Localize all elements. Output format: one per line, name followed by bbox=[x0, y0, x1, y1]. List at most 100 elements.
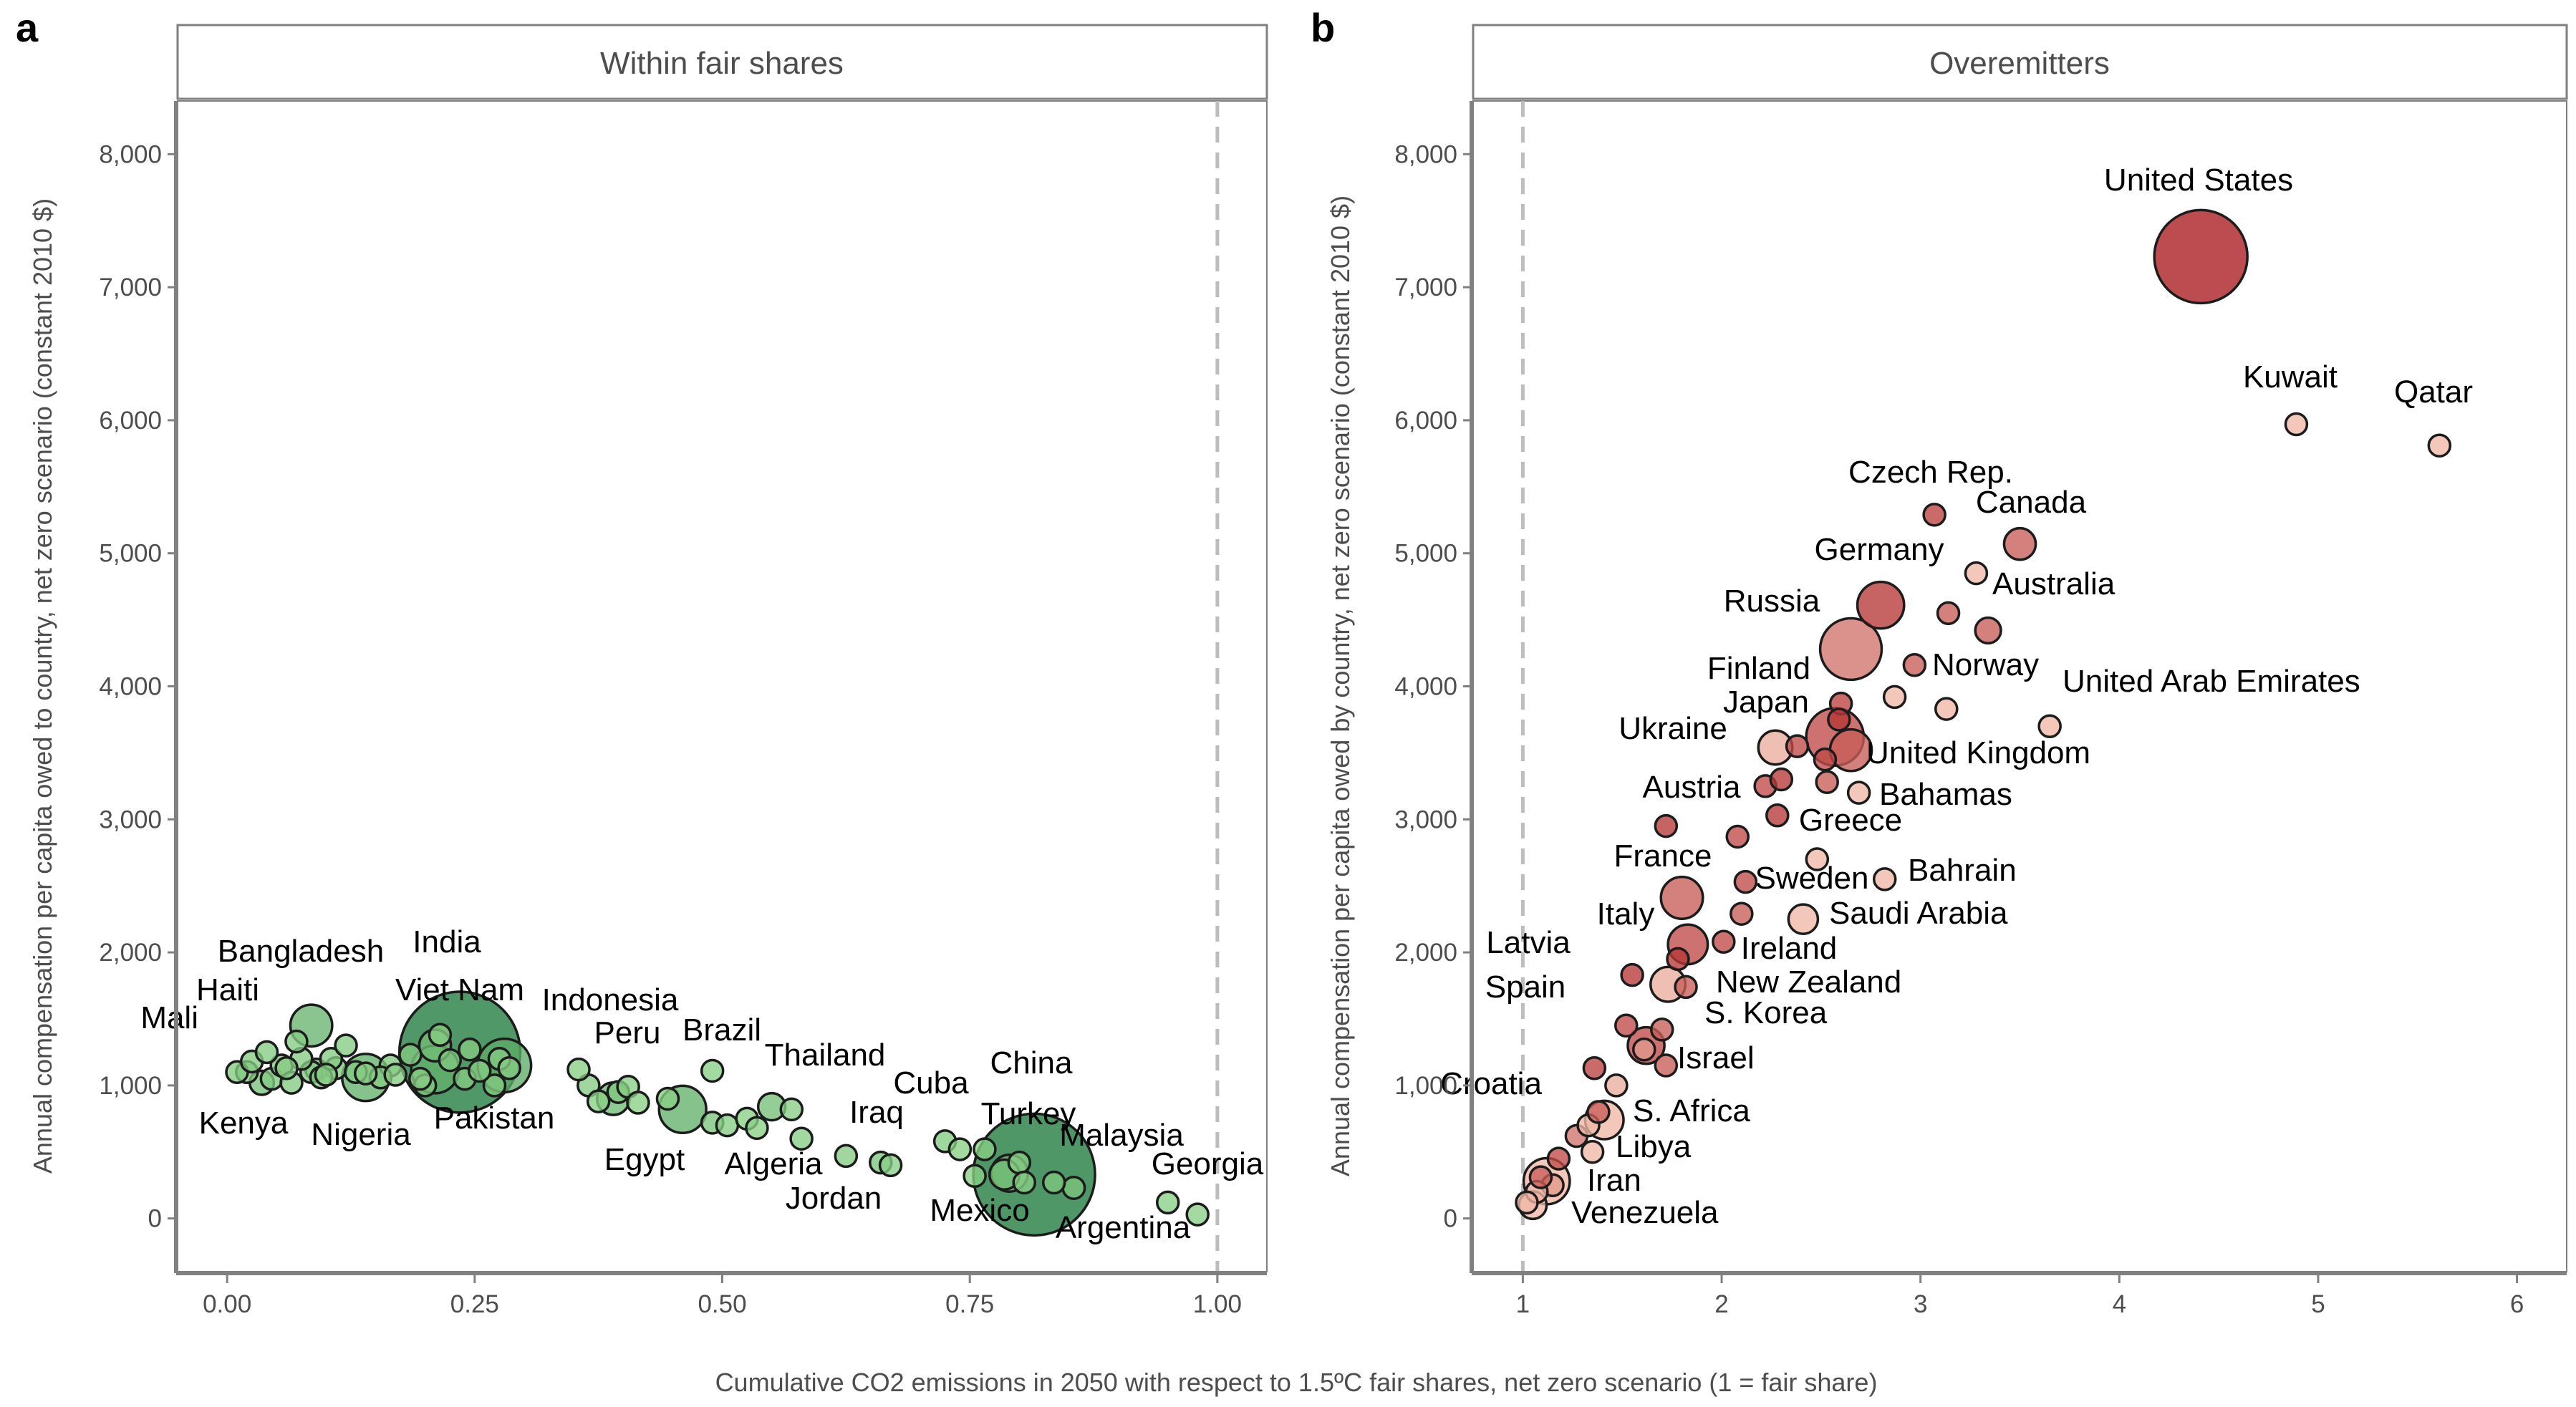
point-israel bbox=[1654, 1053, 1679, 1078]
point-label: Spain bbox=[1485, 970, 1566, 1005]
point-label: Sweden bbox=[1755, 861, 1868, 896]
panel-a-points bbox=[225, 990, 1210, 1237]
panel-b-strip-label: Overemitters bbox=[1929, 46, 2110, 81]
panel-a-plot-area bbox=[177, 100, 1268, 1272]
point-label: Qatar bbox=[2394, 374, 2473, 410]
data-point bbox=[1934, 697, 1959, 721]
data-point bbox=[1528, 1165, 1553, 1189]
point-label: Germany bbox=[1815, 532, 1944, 567]
panel-a-y-axis-title: Annual compensation per capita owed to c… bbox=[28, 198, 57, 1174]
point-label: Jordan bbox=[786, 1181, 882, 1216]
point-label: Peru bbox=[594, 1015, 661, 1050]
point-norway bbox=[1882, 685, 1907, 710]
point-saudi-arabia bbox=[1787, 903, 1820, 935]
x-tick-label: 6 bbox=[2510, 1290, 2524, 1318]
point-label: Iraq bbox=[849, 1095, 904, 1130]
point-united-arab-emirates bbox=[2037, 714, 2062, 738]
data-point bbox=[1666, 947, 1690, 972]
point-label: Iran bbox=[1587, 1163, 1641, 1198]
panel-b-y-ticks: 0 1,000 2,000 3,000 4,000 5,000 6,000 7,000 8,00… bbox=[1394, 140, 1472, 1233]
panel-a-y-ticks: 0 1,000 2,000 3,000 4,000 5,000 6,000 7,000 8,00… bbox=[99, 140, 176, 1233]
data-point bbox=[1902, 653, 1927, 677]
point-canada bbox=[2002, 526, 2037, 561]
y-tick-label: 1,000 bbox=[99, 1072, 162, 1100]
point-label: S. Korea bbox=[1704, 995, 1828, 1030]
point-label: Pakistan bbox=[434, 1101, 555, 1136]
y-tick-label: 6,000 bbox=[99, 407, 162, 435]
point-label: Bahamas bbox=[1879, 777, 2012, 812]
point-australia bbox=[1974, 616, 2002, 645]
point-united-states bbox=[2153, 208, 2249, 305]
x-tick-label: 0.00 bbox=[203, 1290, 251, 1318]
point-label: Egypt bbox=[604, 1142, 685, 1177]
point-label: Greece bbox=[1799, 803, 1902, 838]
x-tick-label: 2 bbox=[1714, 1290, 1728, 1318]
data-point bbox=[973, 1137, 997, 1161]
point-label: Indonesia bbox=[542, 982, 679, 1017]
data-point bbox=[1546, 1146, 1571, 1171]
data-point bbox=[789, 1126, 814, 1151]
panel-b-point-labels: United States Kuwait Qatar Czech Rep.Canada… bbox=[1440, 163, 2473, 1230]
point-label: Kuwait bbox=[2243, 359, 2338, 395]
point-label: Turkey bbox=[981, 1096, 1076, 1131]
y-tick-label: 1,000 bbox=[1394, 1072, 1457, 1100]
point-germany bbox=[1856, 580, 1906, 630]
panel-b-points bbox=[1515, 208, 2452, 1221]
panel-b-plot-area bbox=[1472, 100, 2567, 1272]
y-tick-label: 4,000 bbox=[99, 673, 162, 701]
point-austria bbox=[1654, 813, 1679, 838]
point-label: Algeria bbox=[725, 1146, 823, 1181]
point-united-kingdom bbox=[1828, 727, 1873, 773]
data-point bbox=[458, 1037, 482, 1062]
point-label: Thailand bbox=[765, 1038, 886, 1073]
data-point bbox=[398, 1043, 423, 1067]
panel-a-x-ticks: 0.00 0.25 0.50 0.75 1.00 bbox=[203, 1275, 1242, 1318]
panel-letter-b: b bbox=[1311, 5, 1335, 50]
y-tick-label: 6,000 bbox=[1394, 407, 1457, 435]
point-croatia bbox=[1582, 1055, 1607, 1080]
data-point bbox=[586, 1089, 611, 1113]
data-point bbox=[700, 1058, 725, 1083]
point-argentina bbox=[1061, 1175, 1086, 1200]
point-label: Czech Rep. bbox=[1848, 455, 2013, 490]
data-point bbox=[715, 1113, 740, 1138]
data-point bbox=[1765, 803, 1790, 828]
point-label: New Zealand bbox=[1716, 964, 1901, 1000]
data-point bbox=[334, 1033, 358, 1058]
data-point bbox=[274, 1055, 299, 1080]
point-label: Cuba bbox=[893, 1065, 969, 1101]
point-label: Mexico bbox=[930, 1193, 1029, 1228]
point-label: Israel bbox=[1677, 1040, 1755, 1075]
data-point bbox=[1586, 1100, 1611, 1124]
data-point bbox=[353, 1061, 378, 1086]
data-point bbox=[1650, 1017, 1674, 1042]
y-tick-label: 7,000 bbox=[1394, 274, 1457, 301]
panel-b: Overemitters United States Kuwait Qatar Cze… bbox=[1326, 24, 2568, 1318]
point-label: India bbox=[413, 924, 481, 959]
point-label: Ukraine bbox=[1619, 711, 1727, 746]
data-point bbox=[1012, 1170, 1036, 1195]
panel-a-point-labels: India China Indonesia Pakistan Nigeria Bangla… bbox=[140, 924, 1263, 1245]
point-haiti bbox=[284, 1029, 309, 1054]
point-label: Austria bbox=[1643, 770, 1741, 805]
x-tick-label: 3 bbox=[1914, 1290, 1927, 1318]
data-point bbox=[1827, 707, 1851, 732]
point-label: Venezuela bbox=[1571, 1195, 1719, 1230]
data-point bbox=[1185, 1202, 1210, 1227]
point-label: Ireland bbox=[1741, 931, 1838, 966]
x-tick-label: 5 bbox=[2311, 1290, 2325, 1318]
point-label: United States bbox=[2104, 163, 2293, 198]
y-tick-label: 8,000 bbox=[1394, 140, 1457, 168]
panel-b-x-ticks: 1 2 3 4 5 6 bbox=[1516, 1275, 2524, 1318]
data-point bbox=[1614, 1013, 1639, 1038]
data-point bbox=[1604, 1073, 1629, 1098]
data-point bbox=[878, 1153, 903, 1178]
data-point bbox=[1007, 1150, 1032, 1175]
panel-b-strip bbox=[1472, 24, 2568, 100]
point-label: Libya bbox=[1616, 1129, 1692, 1164]
x-tick-label: 1.00 bbox=[1193, 1290, 1242, 1318]
y-tick-label: 2,000 bbox=[99, 939, 162, 967]
point-czech-rep- bbox=[1922, 503, 1947, 527]
point-label: Bahrain bbox=[1908, 853, 2017, 888]
point-label: China bbox=[990, 1045, 1073, 1080]
